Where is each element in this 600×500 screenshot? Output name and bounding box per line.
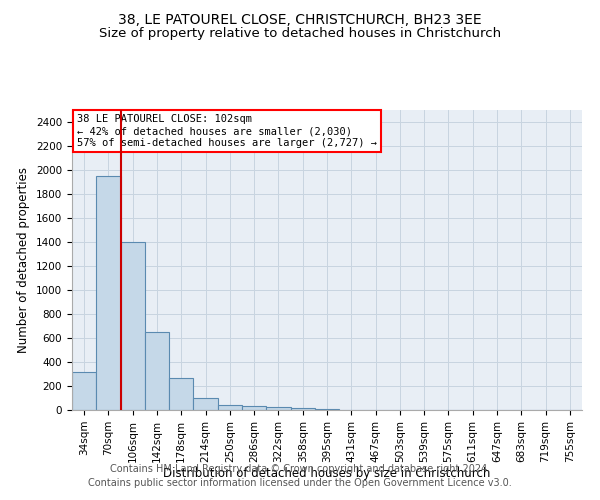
Bar [290, 408, 315, 410]
Bar [266, 407, 290, 410]
Bar [145, 332, 169, 410]
Bar [242, 406, 266, 410]
Text: 38, LE PATOUREL CLOSE, CHRISTCHURCH, BH23 3EE: 38, LE PATOUREL CLOSE, CHRISTCHURCH, BH2… [118, 12, 482, 26]
Text: 38 LE PATOUREL CLOSE: 102sqm
← 42% of detached houses are smaller (2,030)
57% of: 38 LE PATOUREL CLOSE: 102sqm ← 42% of de… [77, 114, 377, 148]
Bar [218, 404, 242, 410]
Y-axis label: Number of detached properties: Number of detached properties [17, 167, 31, 353]
Bar [72, 372, 96, 410]
Bar [169, 378, 193, 410]
Bar [96, 176, 121, 410]
Text: Size of property relative to detached houses in Christchurch: Size of property relative to detached ho… [99, 28, 501, 40]
Bar [121, 242, 145, 410]
Bar [193, 398, 218, 410]
X-axis label: Distribution of detached houses by size in Christchurch: Distribution of detached houses by size … [163, 468, 491, 480]
Text: Contains HM Land Registry data © Crown copyright and database right 2024.
Contai: Contains HM Land Registry data © Crown c… [88, 464, 512, 487]
